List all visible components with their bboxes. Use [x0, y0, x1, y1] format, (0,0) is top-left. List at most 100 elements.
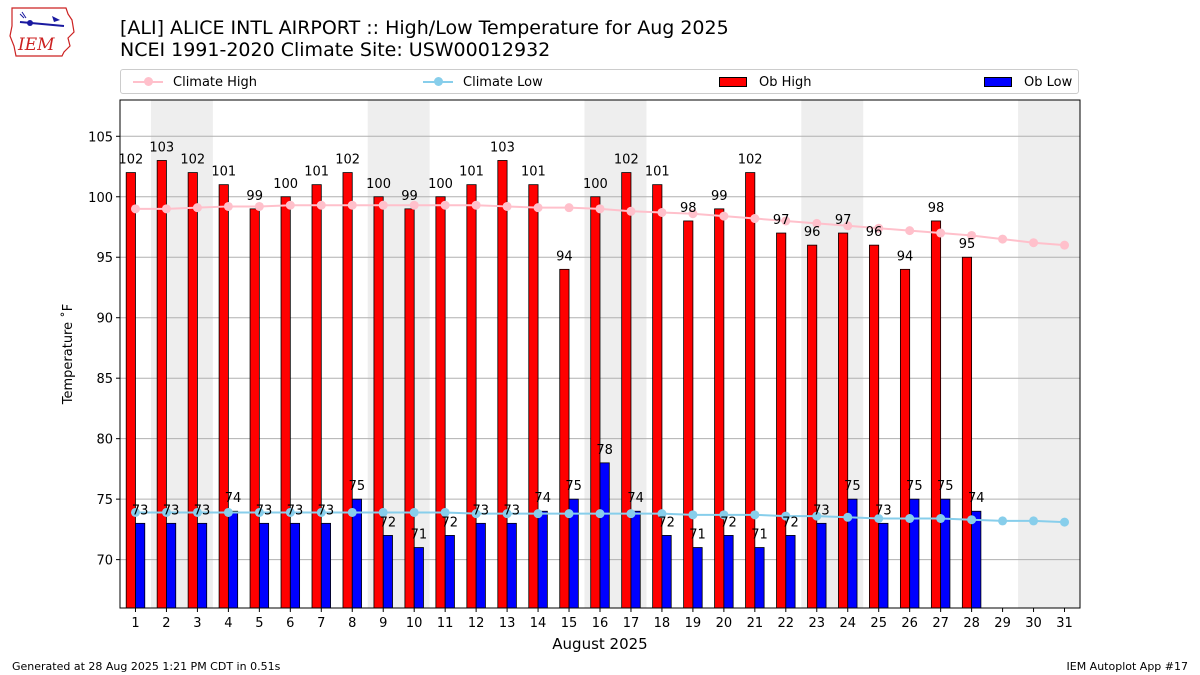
- climate-high-point-6: [285, 200, 295, 210]
- ob-low-label-10: 71: [411, 528, 428, 543]
- ob-low-bar-3: [197, 522, 208, 609]
- climate-high-point-25: [874, 223, 884, 233]
- ob-high-bar-16: [590, 196, 601, 609]
- x-tick-label-9: 9: [379, 616, 387, 631]
- ob-high-label-24: 97: [835, 213, 852, 228]
- legend-item-climate-low: Climate Low: [423, 73, 543, 91]
- ob-high-label-26: 94: [897, 249, 914, 264]
- climate-high-point-31: [1060, 240, 1070, 250]
- legend-swatch-climate-low: [423, 77, 453, 86]
- ob-high-label-7: 101: [304, 165, 329, 180]
- y-tick-label-95: 95: [96, 251, 113, 266]
- ob-low-label-25: 73: [875, 503, 892, 518]
- climate-high-point-19: [688, 209, 698, 219]
- ob-low-label-28: 74: [968, 491, 985, 506]
- ob-high-bar-19: [683, 220, 694, 609]
- ob-high-label-13: 103: [490, 140, 515, 155]
- climate-low-point-1: [130, 507, 140, 517]
- ob-high-bar-1: [125, 172, 136, 609]
- ob-low-label-1: 73: [132, 503, 149, 518]
- ob-low-label-27: 75: [937, 479, 954, 494]
- x-tick-label-11: 11: [437, 616, 454, 631]
- climate-high-point-17: [626, 206, 636, 216]
- x-tick-label-4: 4: [224, 616, 232, 631]
- ob-low-bar-14: [537, 510, 548, 609]
- ob-high-bar-27: [930, 220, 942, 609]
- ob-high-bar-4: [218, 184, 229, 609]
- climate-low-point-5: [254, 507, 264, 517]
- climate-high-point-26: [905, 226, 915, 236]
- climate-high-point-29: [998, 234, 1008, 244]
- ob-high-label-23: 96: [804, 225, 821, 240]
- x-tick-label-16: 16: [592, 616, 609, 631]
- ob-low-bar-23: [816, 522, 827, 609]
- ob-low-bar-2: [166, 522, 177, 609]
- ob-low-bar-10: [413, 547, 424, 609]
- climate-high-point-7: [316, 200, 326, 210]
- legend-item-ob-high: Ob High: [719, 73, 812, 91]
- ob-high-bar-14: [528, 184, 539, 609]
- legend-label-climate-high: Climate High: [173, 74, 258, 90]
- x-tick-label-12: 12: [468, 616, 485, 631]
- ob-low-label-2: 73: [163, 503, 180, 518]
- ob-low-bar-28: [971, 510, 982, 609]
- ob-low-label-15: 75: [565, 479, 582, 494]
- climate-high-point-13: [502, 201, 512, 211]
- climate-low-point-17: [626, 509, 636, 519]
- x-tick-label-14: 14: [530, 616, 547, 631]
- x-tick-label-29: 29: [994, 616, 1011, 631]
- ob-low-bar-11: [444, 535, 455, 609]
- ob-high-label-17: 102: [614, 153, 639, 168]
- ob-high-label-2: 103: [149, 140, 174, 155]
- climate-low-point-28: [967, 515, 977, 525]
- climate-low-point-9: [378, 507, 388, 517]
- ob-high-label-21: 102: [738, 153, 763, 168]
- climate-high-point-24: [843, 221, 853, 231]
- ob-high-label-11: 100: [428, 177, 453, 192]
- ob-high-label-20: 99: [711, 189, 728, 204]
- ob-high-bar-11: [435, 196, 446, 609]
- climate-low-point-10: [409, 507, 419, 517]
- climate-high-point-11: [440, 200, 450, 210]
- legend-label-climate-low: Climate Low: [463, 74, 543, 90]
- ob-high-label-3: 102: [180, 153, 205, 168]
- x-tick-label-15: 15: [561, 616, 578, 631]
- legend-item-ob-low: Ob Low: [984, 73, 1072, 91]
- ob-high-label-27: 98: [928, 201, 945, 216]
- footer-generated: Generated at 28 Aug 2025 1:21 PM CDT in …: [12, 660, 281, 673]
- climate-low-point-22: [781, 511, 791, 521]
- x-tick-label-3: 3: [193, 616, 201, 631]
- ob-high-label-8: 102: [335, 153, 360, 168]
- x-tick-label-2: 2: [162, 616, 170, 631]
- climate-high-point-9: [378, 200, 388, 210]
- climate-low-point-14: [533, 509, 543, 519]
- x-tick-label-24: 24: [839, 616, 856, 631]
- ob-low-bar-12: [475, 522, 486, 609]
- legend-label-ob-high: Ob High: [759, 74, 812, 90]
- climate-low-point-4: [223, 507, 233, 517]
- climate-low-point-16: [595, 509, 605, 519]
- ob-high-label-25: 96: [866, 225, 883, 240]
- climate-low-point-30: [1029, 516, 1039, 526]
- x-tick-label-26: 26: [901, 616, 918, 631]
- ob-low-bar-22: [785, 535, 796, 609]
- x-tick-label-22: 22: [778, 616, 795, 631]
- climate-high-point-2: [161, 204, 171, 214]
- legend: Climate High Climate Low Ob High Ob Low: [120, 69, 1079, 94]
- x-axis-label: August 2025: [552, 635, 647, 653]
- climate-low-point-11: [440, 507, 450, 517]
- ob-high-bar-24: [838, 232, 849, 609]
- climate-high-point-3: [192, 203, 202, 213]
- ob-high-bar-17: [621, 172, 632, 609]
- ob-low-bar-7: [320, 522, 331, 609]
- ob-low-label-4: 74: [225, 491, 242, 506]
- ob-low-label-8: 75: [349, 479, 366, 494]
- ob-high-label-16: 100: [583, 177, 608, 192]
- climate-high-point-10: [409, 200, 419, 210]
- ob-high-label-10: 99: [401, 189, 418, 204]
- ob-high-bar-13: [497, 160, 508, 609]
- climate-low-point-7: [316, 507, 326, 517]
- ob-high-bar-22: [776, 232, 787, 609]
- climate-low-point-19: [688, 510, 698, 520]
- ob-high-bar-28: [961, 256, 973, 609]
